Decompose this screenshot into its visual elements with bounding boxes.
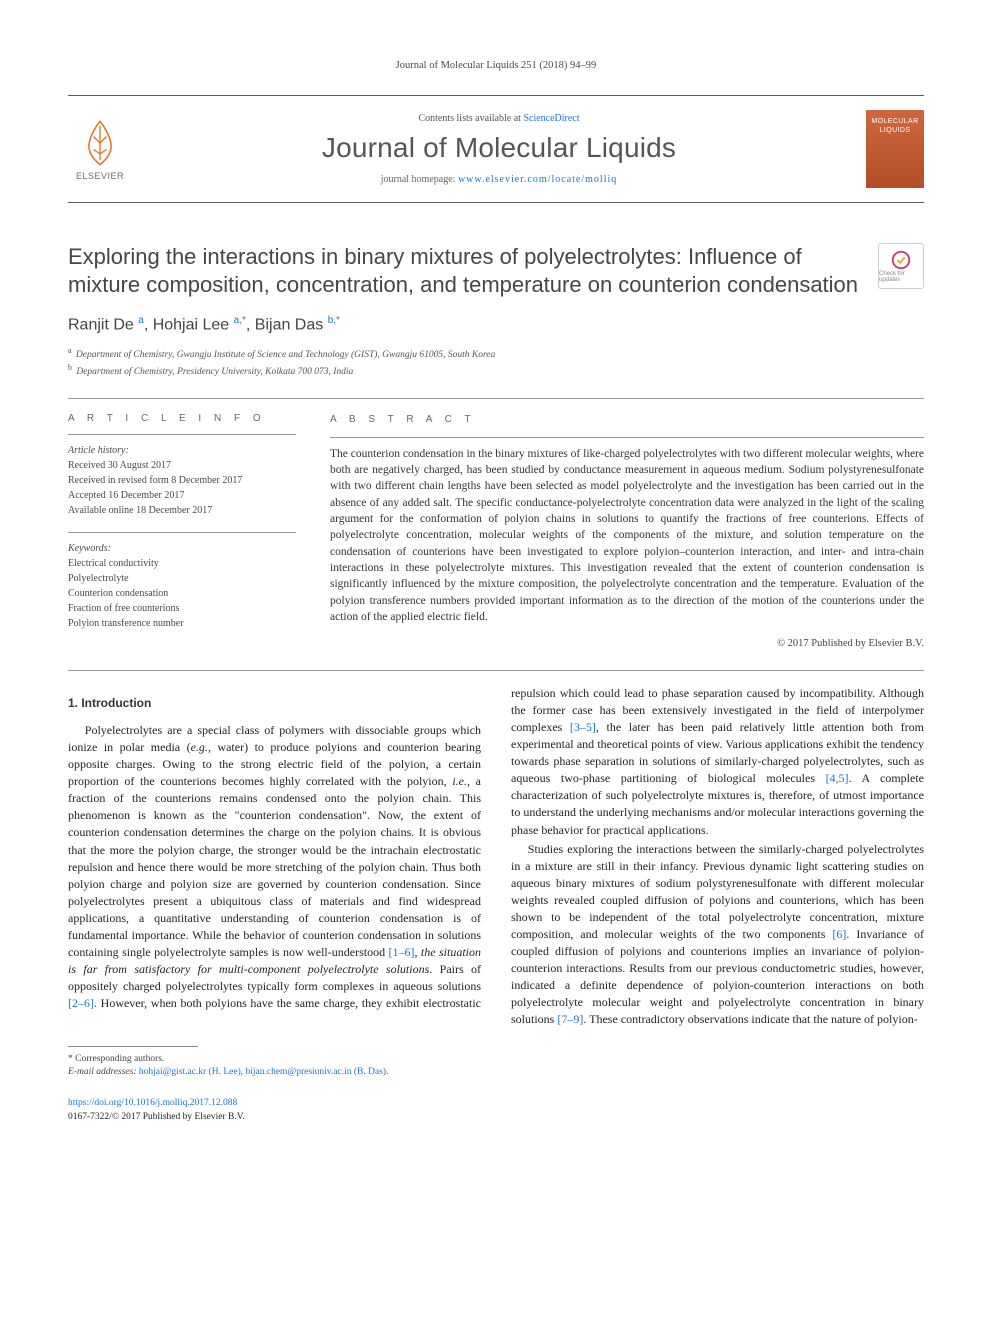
- citation-link[interactable]: [6]: [832, 927, 846, 941]
- citation-link[interactable]: [7–9]: [557, 1012, 583, 1026]
- email-line: E-mail addresses: hohjai@gist.ac.kr (H. …: [68, 1066, 924, 1079]
- footnote-separator: [68, 1046, 198, 1047]
- section-rule: [68, 398, 924, 399]
- latin-abbrev: e.g.: [191, 740, 208, 754]
- homepage-prefix: journal homepage:: [381, 174, 458, 185]
- journal-cover-thumbnail: MOLECULAR LIQUIDS: [866, 110, 924, 188]
- history-item: Accepted 16 December 2017: [68, 488, 296, 503]
- publisher-label: ELSEVIER: [76, 171, 124, 181]
- history-item: Available online 18 December 2017: [68, 503, 296, 518]
- cover-title-bot: LIQUIDS: [868, 127, 922, 134]
- journal-name: Journal of Molecular Liquids: [150, 132, 848, 164]
- author-email-link[interactable]: hohjai@gist.ac.kr (H. Lee), bijan.chem@p…: [139, 1067, 389, 1077]
- article-info-heading: A R T I C L E I N F O: [68, 413, 296, 424]
- crossmark-icon: [890, 249, 912, 271]
- author-affil-marker: a,*: [234, 315, 246, 326]
- history-item: Received in revised form 8 December 2017: [68, 473, 296, 488]
- author-affil-marker: a: [138, 315, 144, 326]
- citation-link[interactable]: [3–5]: [570, 720, 596, 734]
- citation-link[interactable]: [2–6]: [68, 996, 94, 1010]
- affiliations: a Department of Chemistry, Gwangju Insti…: [68, 345, 924, 380]
- doi-link[interactable]: https://doi.org/10.1016/j.molliq.2017.12…: [68, 1098, 237, 1108]
- abstract-text: The counterion condensation in the binar…: [330, 437, 924, 626]
- latin-abbrev: i.e.: [452, 774, 467, 788]
- footnotes: * Corresponding authors. E-mail addresse…: [68, 1053, 924, 1080]
- tree-icon: [78, 117, 122, 169]
- issn-copyright-line: 0167-7322/© 2017 Published by Elsevier B…: [68, 1111, 924, 1124]
- keyword-item: Electrical conductivity: [68, 556, 296, 571]
- body-paragraph: Studies exploring the interactions betwe…: [511, 841, 924, 1028]
- article-info-column: A R T I C L E I N F O Article history: R…: [68, 413, 296, 653]
- citation-link[interactable]: [4,5]: [826, 771, 849, 785]
- history-label: Article history:: [68, 443, 296, 458]
- section-rule: [68, 670, 924, 671]
- masthead: ELSEVIER Contents lists available at Sci…: [68, 95, 924, 203]
- history-item: Received 30 August 2017: [68, 458, 296, 473]
- citation-link[interactable]: [1–6]: [389, 945, 415, 959]
- page-footer: https://doi.org/10.1016/j.molliq.2017.12…: [68, 1097, 924, 1124]
- keywords-label: Keywords:: [68, 541, 296, 556]
- abstract-column: A B S T R A C T The counterion condensat…: [330, 413, 924, 653]
- elsevier-logo: ELSEVIER: [68, 113, 132, 185]
- keyword-item: Polyion transference number: [68, 616, 296, 631]
- keyword-item: Fraction of free counterions: [68, 601, 296, 616]
- corresponding-author-note: * Corresponding authors.: [68, 1053, 924, 1066]
- abstract-copyright: © 2017 Published by Elsevier B.V.: [330, 637, 924, 652]
- homepage-line: journal homepage: www.elsevier.com/locat…: [150, 174, 848, 185]
- affiliation-item: a Department of Chemistry, Gwangju Insti…: [68, 345, 924, 362]
- section-heading: 1. Introduction: [68, 695, 481, 712]
- masthead-center: Contents lists available at ScienceDirec…: [150, 113, 848, 185]
- sciencedirect-link[interactable]: ScienceDirect: [523, 113, 579, 124]
- author-affil-marker: b,*: [328, 315, 340, 326]
- email-label: E-mail addresses:: [68, 1067, 137, 1077]
- body-two-column: 1. Introduction Polyelectrolytes are a s…: [68, 685, 924, 1028]
- keyword-item: Polyelectrolyte: [68, 571, 296, 586]
- article-history-block: Article history: Received 30 August 2017…: [68, 434, 296, 518]
- contents-prefix: Contents lists available at: [418, 113, 523, 124]
- crossmark-badge[interactable]: Check for updates: [878, 243, 924, 289]
- article-title: Exploring the interactions in binary mix…: [68, 243, 860, 299]
- affiliation-item: b Department of Chemistry, Presidency Un…: [68, 362, 924, 379]
- journal-homepage-link[interactable]: www.elsevier.com/locate/molliq: [458, 174, 617, 185]
- crossmark-label: Check for updates: [879, 271, 923, 283]
- keywords-block: Keywords: Electrical conductivity Polyel…: [68, 532, 296, 631]
- author-list: Ranjit De a, Hohjai Lee a,*, Bijan Das b…: [68, 315, 924, 334]
- abstract-heading: A B S T R A C T: [330, 413, 924, 427]
- keyword-item: Counterion condensation: [68, 586, 296, 601]
- contents-available-line: Contents lists available at ScienceDirec…: [150, 113, 848, 124]
- running-head: Journal of Molecular Liquids 251 (2018) …: [68, 60, 924, 71]
- cover-title-top: MOLECULAR: [868, 118, 922, 125]
